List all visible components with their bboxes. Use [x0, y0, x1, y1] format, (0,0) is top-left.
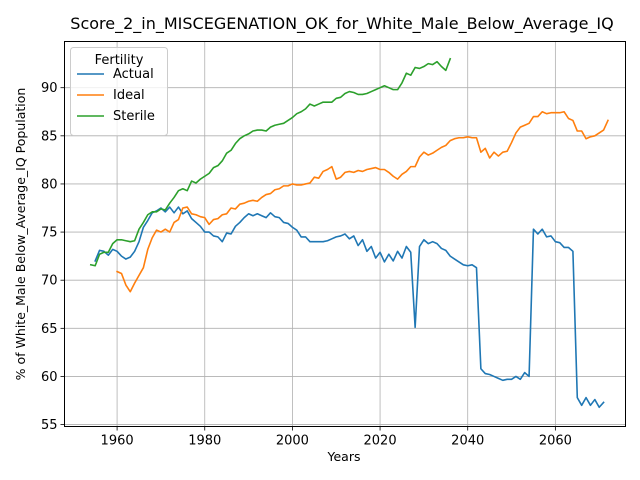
plot-frame	[64, 41, 626, 427]
x-tick-label: 2060	[539, 434, 572, 449]
x-tick-label: 1980	[188, 434, 221, 449]
y-axis-label: % of White_Male Below_Average_IQ Populat…	[13, 88, 28, 381]
series-line-sterile	[89, 57, 452, 267]
y-tick-label: 80	[41, 177, 58, 192]
chart-title: Score_2_in_MISCEGENATION_OK_for_White_Ma…	[70, 14, 613, 34]
x-axis-ticks: 1960 1980 2000 2020 2040 2060	[101, 426, 572, 449]
legend: Fertility Actual Ideal Sterile	[70, 47, 168, 136]
x-tick-label: 2020	[364, 434, 397, 449]
y-tick-label: 75	[41, 226, 58, 241]
series-line-actual	[94, 206, 605, 409]
y-tick-label: 60	[41, 370, 58, 385]
x-tick-label: 2040	[451, 434, 484, 449]
x-tick-label: 2000	[276, 434, 309, 449]
y-tick-label: 90	[41, 81, 58, 96]
y-tick-label: 65	[41, 322, 58, 337]
legend-label-actual: Actual	[113, 67, 154, 82]
legend-label-ideal: Ideal	[113, 88, 145, 103]
series-lines	[89, 57, 610, 409]
legend-title: Fertility	[95, 53, 144, 68]
legend-box	[70, 47, 168, 136]
y-tick-label: 55	[41, 418, 58, 433]
legend-label-sterile: Sterile	[113, 109, 155, 124]
x-axis-label: Years	[327, 449, 361, 464]
series-line-ideal	[116, 110, 610, 293]
y-tick-label: 70	[41, 274, 58, 289]
x-tick-label: 1960	[101, 434, 134, 449]
y-tick-label: 85	[41, 129, 58, 144]
y-axis-ticks: 55 60 65 70 75 80 85 90	[41, 81, 65, 433]
